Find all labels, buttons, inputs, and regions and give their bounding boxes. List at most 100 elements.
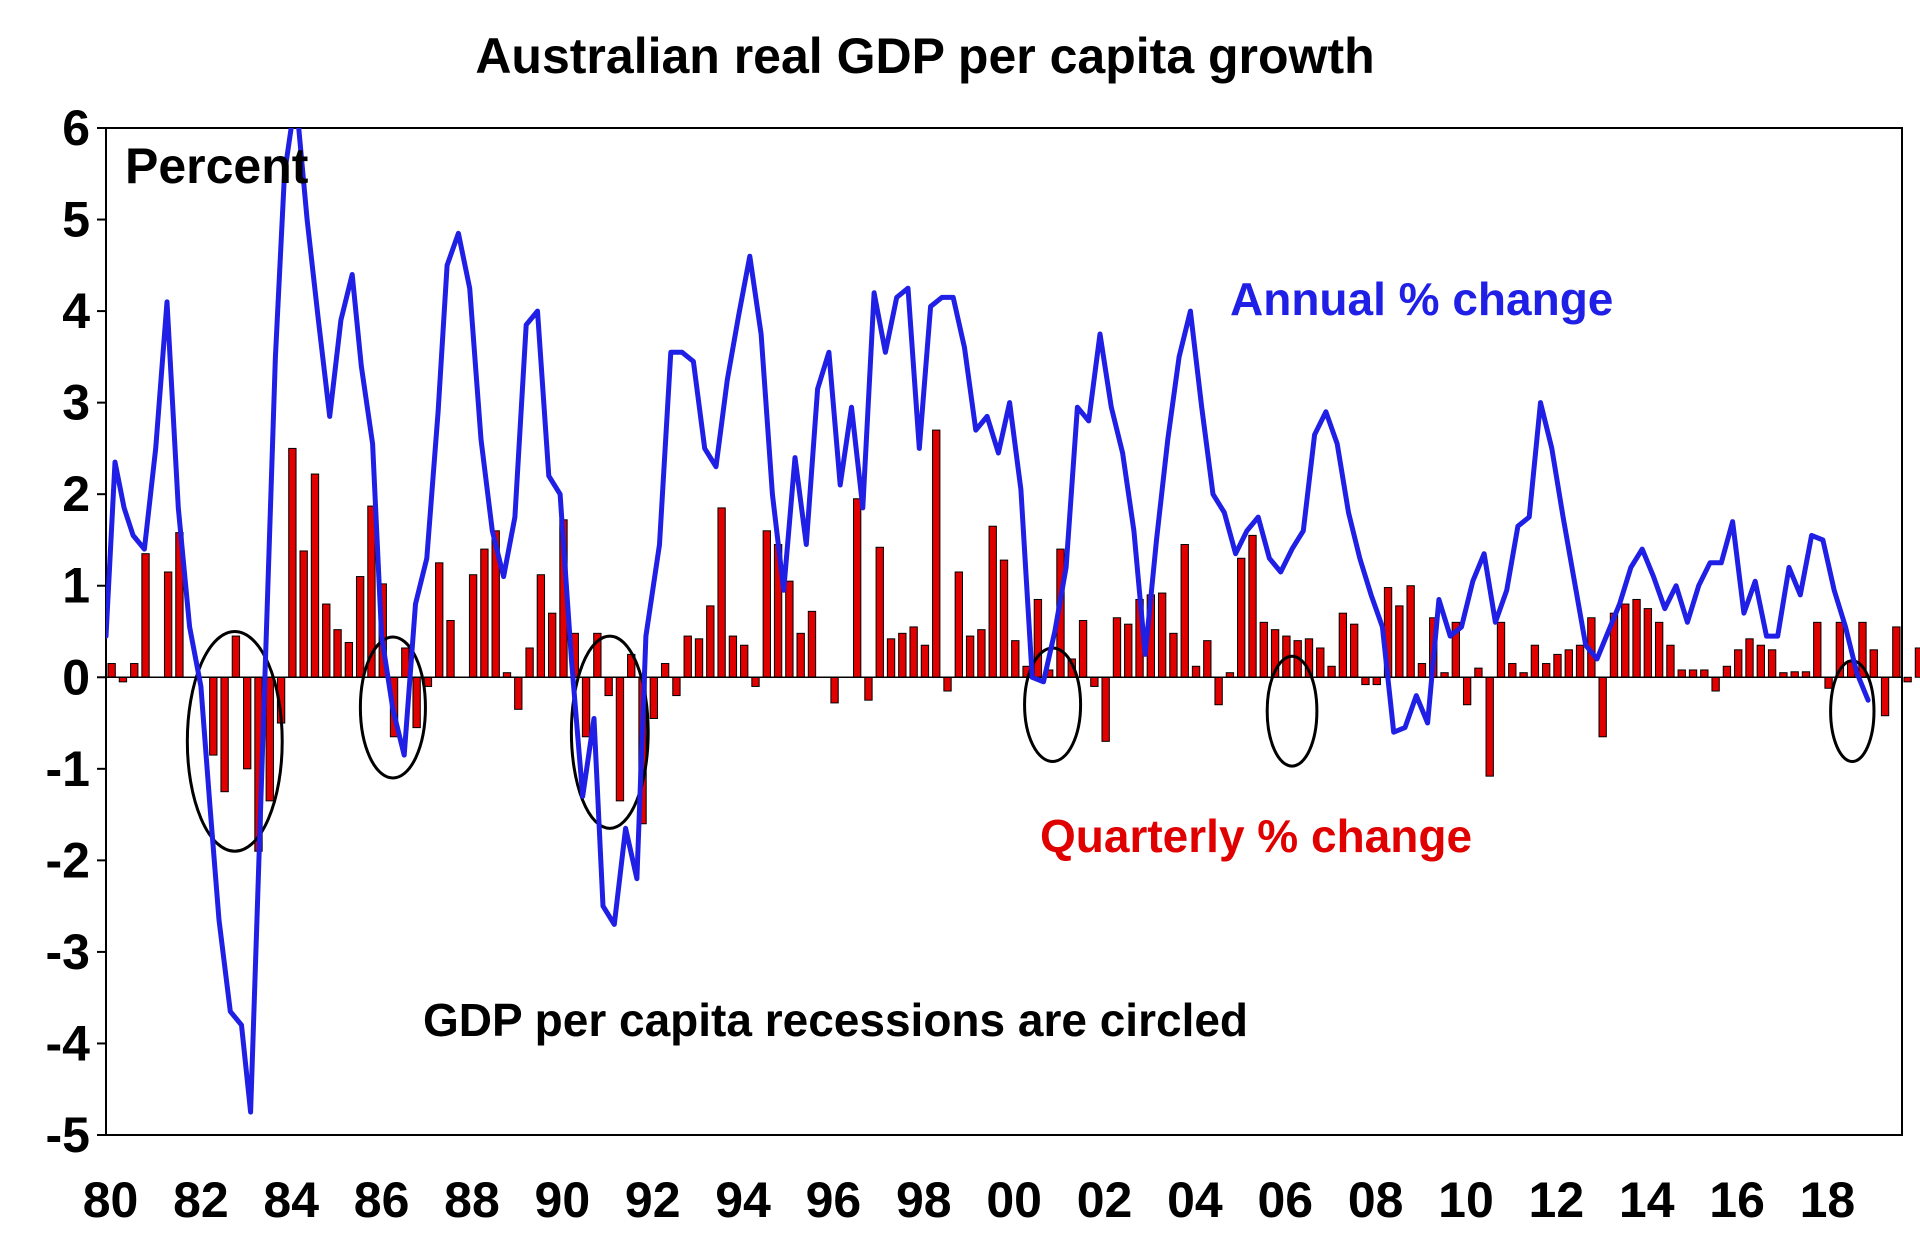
quarterly-bar [1033, 598, 1043, 678]
recession-circle [569, 634, 650, 830]
y-axis-label: Percent [125, 138, 309, 194]
annual-line [106, 128, 1871, 1115]
quarterly-bar [1745, 638, 1754, 678]
quarterly-bar [1327, 665, 1336, 678]
quarterly-bar [1700, 669, 1709, 678]
quarterly-bar [265, 676, 274, 802]
y-tick-label: 1 [62, 558, 90, 614]
x-tick-label: 92 [625, 1172, 681, 1228]
x-tick-label: 82 [173, 1172, 229, 1228]
x-tick-label: 84 [263, 1172, 319, 1228]
quarterly-bar [288, 447, 297, 678]
quarterly-bar [1462, 676, 1472, 706]
x-axis-ticks: 80 82 84 86 88 90 92 94 96 98 00 02 04 06 08 10 12 14 16 18 [83, 1172, 1856, 1228]
x-tick-label: 00 [986, 1172, 1042, 1228]
recession-note: GDP per capita recessions are circled [423, 994, 1248, 1046]
quarterly-bar [1349, 623, 1359, 678]
quarterly-bar [1237, 557, 1246, 678]
quarterly-bar [412, 676, 421, 729]
quarterly-bar [796, 632, 805, 678]
quarterly-bar [1632, 598, 1641, 678]
quarterly-bar [480, 548, 489, 678]
quarterly-bar [1790, 671, 1799, 678]
quarterly-bar [1903, 676, 1912, 683]
quarterly-bar [875, 546, 884, 678]
quarterly-bar [1666, 644, 1675, 678]
quarterly-bar [1101, 676, 1110, 742]
quarterly-bar [536, 574, 546, 678]
quarterly-bar [1869, 649, 1878, 678]
quarterly-bar [1203, 640, 1212, 678]
quarterly-bar [1914, 647, 1920, 678]
quarterly-bar [1248, 534, 1257, 678]
x-tick-label: 06 [1257, 1172, 1313, 1228]
quarterly-bar [1542, 663, 1551, 678]
quarterly-bar [954, 571, 963, 678]
y-tick-label: 0 [62, 649, 90, 705]
quarterly-bar [694, 638, 704, 678]
quarterly-bar [1169, 632, 1178, 678]
quarterly-bar [355, 576, 365, 678]
quarterly-bar [830, 676, 839, 704]
x-tick-label: 18 [1800, 1172, 1856, 1228]
recession-circle [1265, 654, 1319, 768]
quarterly-bar [1564, 649, 1573, 678]
y-tick-label: 2 [62, 466, 90, 522]
recession-circle [358, 635, 427, 780]
quarterly-bar [1767, 649, 1777, 678]
quarterly-bar [1621, 603, 1630, 678]
quarterly-bar [706, 605, 715, 678]
quarterly-bar [660, 663, 670, 678]
quarterly-bar [243, 676, 252, 770]
quarterly-bar [1157, 592, 1167, 678]
quarterly-bar [751, 676, 760, 687]
quarterly-bar [909, 626, 918, 678]
quarterly-bar [1090, 676, 1099, 687]
quarterly-bar [1078, 620, 1088, 678]
quarterly-bar [468, 574, 478, 678]
quarterly-bar [1496, 621, 1506, 678]
x-tick-label: 98 [896, 1172, 952, 1228]
quarterly-bar [1316, 647, 1325, 678]
quarterly-bar [344, 641, 354, 678]
quarterly-bar [1575, 644, 1585, 678]
quarterly-bar [1180, 544, 1189, 678]
quarterly-bar [920, 644, 930, 678]
recession-circle [185, 630, 284, 853]
quarterly-bar [740, 644, 749, 678]
quarterly-bar [852, 498, 862, 678]
quarterly-bar [525, 647, 534, 678]
quarterly-bar [130, 663, 139, 678]
quarterly-bar [965, 635, 975, 678]
quarterly-bar [683, 635, 692, 678]
quarterly-bar [932, 429, 941, 678]
x-tick-label: 02 [1077, 1172, 1133, 1228]
quarterly-bar [1643, 608, 1653, 678]
x-tick-label: 10 [1438, 1172, 1494, 1228]
quarterly-bar [333, 629, 342, 678]
quarterly-bar [322, 603, 331, 678]
quarterly-series-label: Quarterly % change [1040, 810, 1472, 862]
quarterly-bar [1530, 644, 1540, 678]
quarterly-bar [1417, 663, 1427, 678]
quarterly-bar [864, 676, 873, 701]
y-axis-ticks: 6 5 4 3 2 1 0 -1 -2 -3 -4 -5 [46, 100, 106, 1163]
quarterly-bar [1406, 585, 1415, 678]
quarterly-bar [1553, 653, 1562, 678]
quarterly-bar [1677, 669, 1686, 678]
quarterly-bar [310, 473, 320, 678]
x-tick-label: 80 [83, 1172, 139, 1228]
quarterly-bar [1112, 617, 1122, 678]
x-tick-label: 86 [354, 1172, 410, 1228]
quarterly-bar [1892, 626, 1901, 678]
quarterly-bar [548, 612, 557, 678]
quarterly-bar [717, 507, 726, 678]
quarterly-bar [1824, 676, 1833, 689]
quarterly-bar [649, 676, 659, 719]
y-tick-label: -3 [46, 924, 90, 980]
quarterly-bar [1734, 649, 1743, 678]
y-tick-label: -5 [46, 1107, 90, 1163]
quarterly-bar [209, 676, 218, 756]
